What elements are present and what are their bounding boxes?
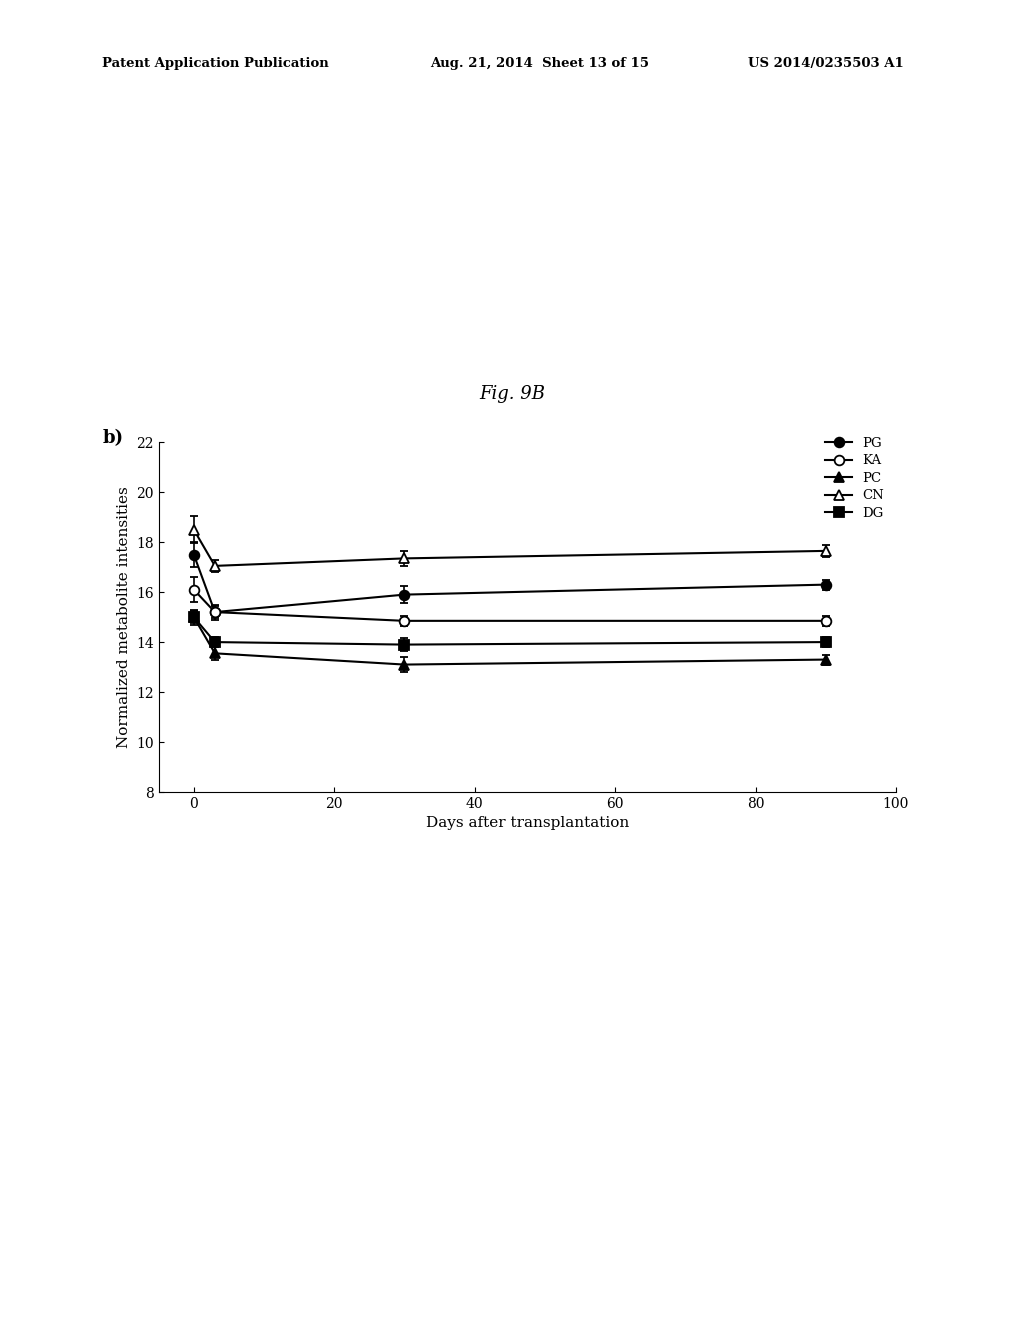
Text: Patent Application Publication: Patent Application Publication [102, 57, 329, 70]
Text: US 2014/0235503 A1: US 2014/0235503 A1 [748, 57, 903, 70]
Legend: PG, KA, PC, CN, DG: PG, KA, PC, CN, DG [820, 432, 890, 525]
X-axis label: Days after transplantation: Days after transplantation [426, 816, 629, 830]
Y-axis label: Normalized metabolite intensities: Normalized metabolite intensities [117, 486, 130, 748]
Text: b): b) [102, 429, 124, 447]
Text: Aug. 21, 2014  Sheet 13 of 15: Aug. 21, 2014 Sheet 13 of 15 [430, 57, 649, 70]
Text: Fig. 9B: Fig. 9B [479, 384, 545, 403]
